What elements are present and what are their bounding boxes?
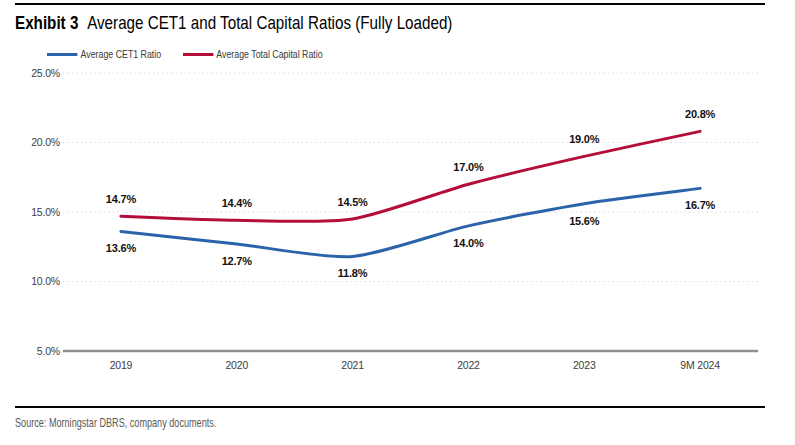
y-tick-label-5: 5.0% xyxy=(37,345,60,357)
capital-ratios-chart: 25.0% 20.0% 15.0% 10.0% 5.0% 2019 2020 2021 2022… xyxy=(0,0,795,445)
y-tick-label-15: 15.0% xyxy=(31,206,60,218)
bottom-rule xyxy=(15,406,765,408)
data-label-average-cet1-ratio-2020: 12.7% xyxy=(222,255,253,267)
series-line-average-cet1-ratio xyxy=(121,188,700,256)
data-label-average-total-capital-ratio-2021: 14.5% xyxy=(337,196,368,208)
page-root: Exhibit 3Average CET1 and Total Capital … xyxy=(0,0,795,445)
x-tick-label-9m-2024: 9M 2024 xyxy=(680,359,720,371)
source-note: Source: Morningstar DBRS, company docume… xyxy=(15,415,216,430)
data-label-average-total-capital-ratio-9m-2024: 20.8% xyxy=(685,108,716,120)
x-tick-label-2022: 2022 xyxy=(457,359,480,371)
data-label-average-cet1-ratio-2021: 11.8% xyxy=(338,267,368,279)
x-tick-label-2020: 2020 xyxy=(225,359,248,371)
data-label-average-total-capital-ratio-2019: 14.7% xyxy=(106,193,137,205)
data-label-average-total-capital-ratio-2022: 17.0% xyxy=(453,161,484,173)
x-tick-label-2023: 2023 xyxy=(573,359,596,371)
data-label-average-total-capital-ratio-2023: 19.0% xyxy=(569,133,600,145)
y-tick-label-10: 10.0% xyxy=(31,275,60,287)
data-label-average-cet1-ratio-2023: 15.6% xyxy=(569,215,600,227)
series-line-average-total-capital-ratio xyxy=(121,131,700,221)
data-label-average-cet1-ratio-9m-2024: 16.7% xyxy=(685,199,716,211)
data-label-average-cet1-ratio-2019: 13.6% xyxy=(106,242,137,254)
data-label-average-total-capital-ratio-2020: 14.4% xyxy=(222,197,253,209)
data-label-average-cet1-ratio-2022: 14.0% xyxy=(453,237,484,249)
y-tick-label-20: 20.0% xyxy=(31,136,60,148)
x-tick-label-2019: 2019 xyxy=(110,359,133,371)
y-tick-label-25: 25.0% xyxy=(31,67,60,79)
x-tick-label-2021: 2021 xyxy=(341,359,364,371)
